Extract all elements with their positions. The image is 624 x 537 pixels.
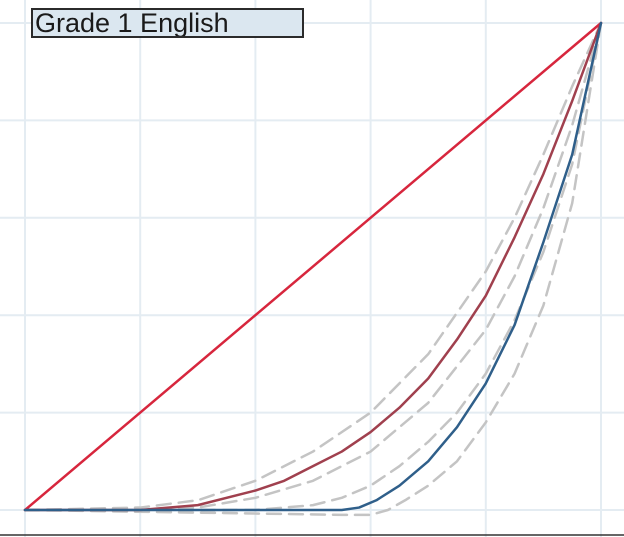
dashed-series-line-4: [23, 21, 603, 512]
dashed-series-line-3: [23, 21, 603, 512]
dashed-series-line-6: [23, 21, 603, 517]
chart-title: Grade 1 English: [31, 8, 304, 38]
solid-series-group: [23, 21, 603, 512]
solid-series-line-1: [23, 21, 603, 512]
dashed-series-group: [23, 21, 603, 517]
solid-series-line-2: [23, 21, 603, 512]
dashed-series-line-5: [23, 21, 603, 512]
solid-series-line-0: [23, 21, 603, 512]
